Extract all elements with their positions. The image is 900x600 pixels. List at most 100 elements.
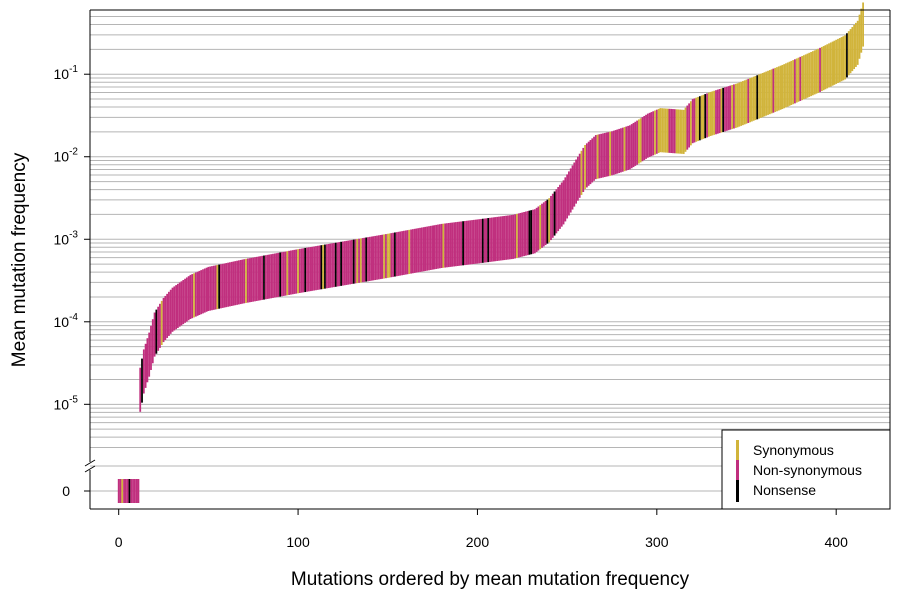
- bar: [291, 250, 294, 295]
- bar: [376, 235, 378, 280]
- bar: [325, 244, 328, 289]
- bar: [476, 219, 479, 264]
- bar: [589, 140, 592, 185]
- bar: [408, 229, 411, 274]
- bar: [516, 213, 518, 258]
- bar: [306, 247, 308, 292]
- bar: [478, 219, 481, 264]
- bar: [148, 332, 151, 377]
- bar: [229, 262, 231, 307]
- bar: [428, 226, 430, 271]
- bar: [327, 243, 330, 289]
- bar: [320, 245, 323, 290]
- bar: [637, 119, 640, 164]
- bar: [279, 252, 282, 297]
- bar: [485, 218, 488, 263]
- bar: [331, 243, 334, 288]
- bar: [657, 108, 660, 153]
- bar: [593, 136, 595, 181]
- bar: [489, 217, 491, 262]
- zero-bar: [128, 479, 131, 503]
- bar: [480, 218, 482, 264]
- bar: [648, 112, 651, 157]
- bar: [600, 133, 603, 178]
- bar: [263, 255, 265, 300]
- bar: [455, 222, 457, 267]
- bar: [472, 219, 475, 264]
- bar: [508, 215, 511, 260]
- bar: [453, 222, 456, 267]
- bar: [523, 212, 525, 257]
- bar: [584, 145, 586, 190]
- bar: [221, 263, 224, 308]
- bar: [634, 121, 637, 166]
- zero-bar: [132, 479, 134, 503]
- bar: [623, 127, 626, 172]
- bar: [494, 217, 497, 262]
- zero-bar: [135, 479, 138, 503]
- bar: [288, 250, 290, 295]
- bar: [799, 56, 802, 101]
- bar: [490, 217, 493, 262]
- bar: [627, 125, 630, 170]
- bar: [255, 256, 258, 301]
- bar: [568, 171, 570, 216]
- bar: [438, 224, 441, 269]
- bar: [187, 276, 190, 321]
- bar: [672, 109, 674, 154]
- bar: [629, 125, 631, 170]
- bar: [580, 150, 583, 195]
- bar: [261, 255, 264, 300]
- bar: [422, 227, 425, 272]
- bar: [338, 242, 341, 287]
- bar: [794, 59, 796, 104]
- bar: [273, 253, 276, 298]
- bar: [444, 223, 447, 268]
- bar: [754, 75, 757, 121]
- bar: [160, 300, 163, 345]
- bar: [654, 110, 656, 155]
- bar: [607, 132, 610, 177]
- bar: [698, 96, 701, 141]
- bar: [284, 251, 287, 296]
- bar: [806, 53, 809, 98]
- bar: [666, 108, 669, 153]
- bar: [496, 216, 499, 261]
- bar: [620, 128, 622, 173]
- bar: [650, 112, 653, 157]
- bar: [202, 269, 204, 314]
- bar: [715, 90, 717, 135]
- bar: [157, 306, 160, 351]
- bar: [252, 257, 255, 302]
- bar: [842, 36, 845, 81]
- bar: [254, 257, 256, 302]
- bar: [499, 216, 502, 261]
- bar: [211, 266, 213, 311]
- bar: [591, 138, 594, 183]
- bar: [681, 109, 683, 154]
- bar: [381, 234, 384, 279]
- bars: [117, 2, 864, 503]
- bar: [302, 248, 305, 293]
- bar: [505, 215, 508, 260]
- bar: [399, 231, 402, 276]
- bar: [406, 230, 409, 275]
- x-tick-label: 0: [115, 534, 123, 550]
- bar: [602, 133, 604, 178]
- bar: [573, 162, 576, 207]
- bar: [645, 114, 647, 159]
- bar: [286, 251, 289, 296]
- bar: [675, 109, 678, 154]
- zero-bar: [124, 479, 127, 503]
- bar: [560, 182, 563, 227]
- bar: [469, 220, 472, 265]
- bar: [189, 274, 192, 319]
- bar: [585, 143, 588, 188]
- y-axis-title: Mean mutation frequency: [9, 152, 30, 367]
- bar: [340, 241, 343, 286]
- bar: [684, 107, 687, 152]
- bar: [356, 239, 359, 284]
- legend-box: [721, 429, 891, 510]
- bar: [293, 249, 296, 294]
- bar: [178, 282, 181, 327]
